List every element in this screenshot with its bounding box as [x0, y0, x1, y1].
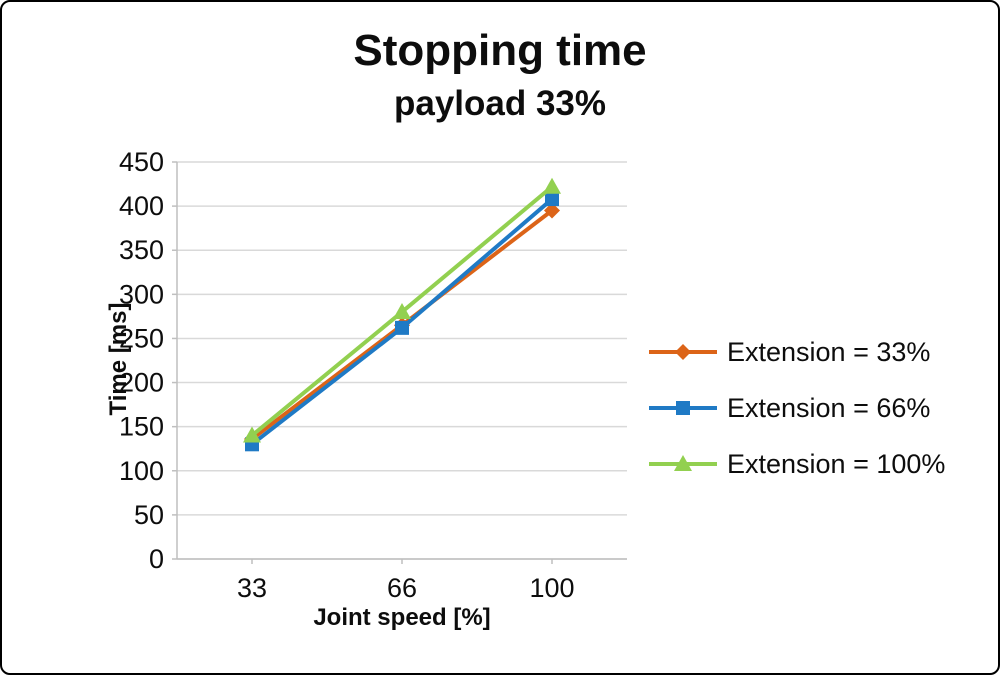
- x-axis-title: Joint speed [%]: [313, 604, 491, 631]
- legend-marker-diamond-icon: [649, 344, 717, 360]
- chart-title: Stopping time: [353, 26, 647, 75]
- svg-text:300: 300: [119, 279, 164, 309]
- svg-text:50: 50: [134, 500, 164, 530]
- svg-text:100: 100: [119, 456, 164, 486]
- legend-marker-triangle-icon: [649, 455, 717, 471]
- legend-label: Extension = 100%: [727, 448, 946, 479]
- legend-label: Extension = 66%: [727, 392, 931, 423]
- plot-area: 0 50 100 150 200 250 300 350 400 450 33 66 100: [119, 147, 627, 603]
- svg-text:250: 250: [119, 323, 164, 353]
- legend-item: Extension = 100%: [647, 444, 945, 484]
- legend-marker-square-icon: [649, 401, 717, 415]
- svg-text:450: 450: [119, 147, 164, 177]
- svg-text:66: 66: [387, 573, 417, 603]
- svg-text:100: 100: [529, 573, 574, 603]
- svg-text:0: 0: [149, 544, 164, 574]
- legend-item: Extension = 33%: [647, 332, 945, 372]
- chart-subtitle: payload 33%: [393, 84, 607, 123]
- legend-label: Extension = 33%: [727, 336, 931, 367]
- svg-text:400: 400: [119, 191, 164, 221]
- legend-item: Extension = 66%: [647, 388, 945, 428]
- svg-text:200: 200: [119, 368, 164, 398]
- svg-text:33: 33: [237, 573, 267, 603]
- svg-text:350: 350: [119, 235, 164, 265]
- legend: Extension = 33% Extension = 66% Extensio…: [647, 332, 945, 500]
- svg-text:150: 150: [119, 412, 164, 442]
